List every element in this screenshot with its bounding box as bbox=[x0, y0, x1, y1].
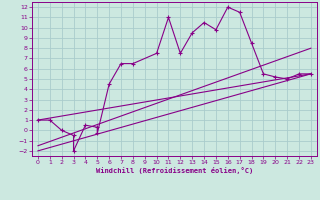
X-axis label: Windchill (Refroidissement éolien,°C): Windchill (Refroidissement éolien,°C) bbox=[96, 167, 253, 174]
